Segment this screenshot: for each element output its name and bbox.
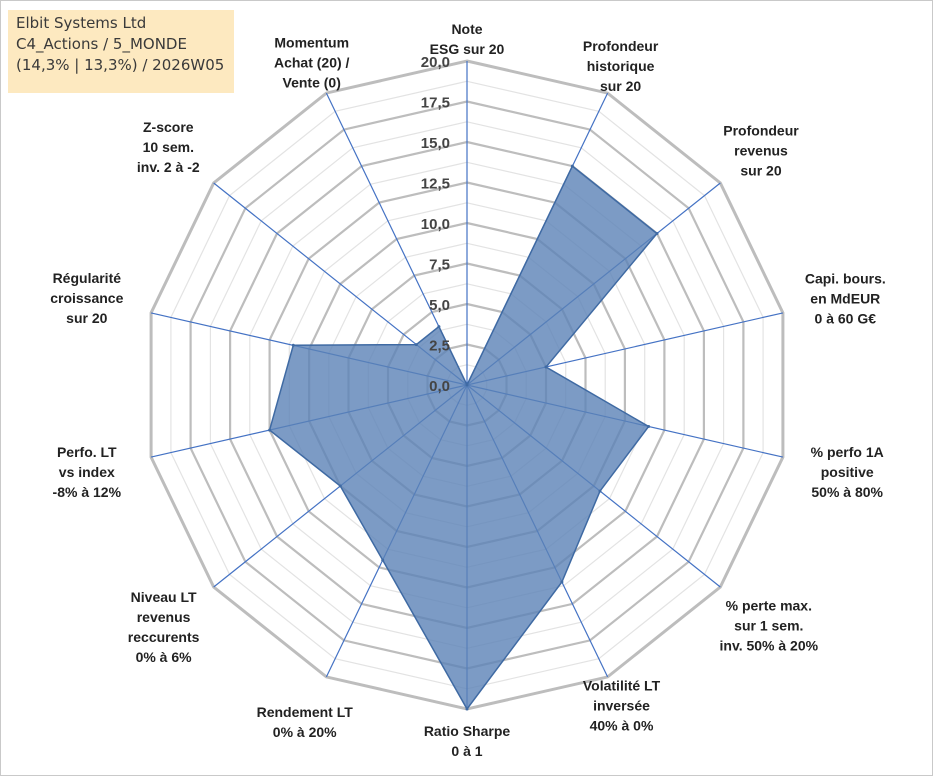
data-point-9 [338,484,342,488]
axis-label-line: Niveau LT [131,589,197,605]
title-company: Elbit Systems Ltd [16,14,147,32]
data-point-6 [560,580,564,584]
axis-label-line: 0% à 6% [136,649,193,665]
axis-label-line: Volatilité LT [583,678,661,694]
axis-label-line: Vente (0) [283,75,341,91]
axis-label-line: sur 1 sem. [734,618,803,634]
axis-label-line: Capi. bours. [805,271,886,287]
tick-label: 17,5 [421,95,450,112]
data-point-2 [655,232,659,235]
axis-label-9: Niveau LT revenus reccurents 0% à 6% [128,589,200,665]
axis-label-line: 0 à 60 G€ [815,311,877,327]
axis-label-line: revenus [734,143,788,159]
axis-label-12: Z-score 10 sem. inv. 2 à -2 [137,119,200,175]
chart-title-box: Elbit Systems Ltd C4_Actions / 5_MONDE (… [8,10,234,93]
axis-label-5: % perte max. sur 1 sem. inv. 50% à 20% [720,598,819,654]
axis-label-6: Volatilité LT inversée 40% à 0% [583,678,661,734]
axis-label-3: Capi. bours. en MdEUR 0 à 60 G€ [805,271,886,327]
axis-label-line: en MdEUR [810,291,880,307]
axis-label-line: Note [451,21,482,37]
data-point-7 [465,707,469,711]
axis-label-line: % perte max. [726,598,812,614]
axis-label-line: vs index [59,464,115,480]
axis-label-line: inv. 2 à -2 [137,159,200,175]
axis-label-line: Rendement LT [257,704,354,720]
axis-label-line: % perfo 1A [811,444,884,460]
axis-label-0: Note ESG sur 20 [430,21,505,57]
axis-label-line: sur 20 [740,163,781,179]
data-point-0 [465,383,469,387]
data-point-3 [544,365,548,369]
data-point-12 [414,343,418,347]
data-point-5 [598,489,602,493]
axis-label-line: reccurents [128,629,200,645]
tick-label: 10,0 [421,216,450,233]
title-stats: (14,3% | 13,3%) / 2026W05 [16,56,225,74]
data-point-8 [381,558,385,562]
data-point-13 [437,325,441,329]
tick-label: 7,5 [429,257,450,274]
radar-tick-labels: 0,0 2,5 5,0 7,5 10,0 12,5 15,0 17,5 20,0 [421,54,450,395]
axis-label-line: 40% à 0% [590,718,654,734]
tick-label: 2,5 [429,338,450,355]
axis-label-7: Ratio Sharpe 0 à 1 [424,723,511,759]
axis-label-line: 10 sem. [143,139,194,155]
axis-label-line: croissance [50,290,123,306]
axis-label-line: Profondeur [583,38,659,54]
axis-label-13: Momentum Achat (20) / Vente (0) [274,35,350,91]
axis-label-2: Profondeur revenus sur 20 [723,123,799,179]
tick-label: 0,0 [429,378,450,395]
axis-label-line: revenus [137,609,191,625]
axis-label-10: Perfo. LT vs index -8% à 12% [53,444,122,500]
axis-label-line: ESG sur 20 [430,41,505,57]
radar-series [268,164,659,711]
axis-label-line: Profondeur [723,123,799,139]
axis-label-line: positive [821,464,874,480]
axis-label-1: Profondeur historique sur 20 [583,38,659,94]
tick-label: 12,5 [421,176,450,193]
axis-label-line: Perfo. LT [57,444,117,460]
tick-label: 5,0 [429,297,450,314]
data-point-1 [570,164,574,168]
data-point-10 [268,428,272,432]
axis-label-line: inversée [593,698,650,714]
axis-label-8: Rendement LT 0% à 20% [257,704,354,740]
axis-label-line: sur 20 [66,310,107,326]
axis-label-line: 50% à 80% [811,484,883,500]
tick-label: 15,0 [421,135,450,152]
axis-label-line: 0% à 20% [273,724,337,740]
axis-label-11: Régularité croissance sur 20 [50,270,123,326]
axis-label-line: sur 20 [600,78,641,94]
axis-label-line: -8% à 12% [53,484,122,500]
data-point-4 [647,425,651,428]
axis-label-line: Momentum [274,35,349,51]
axis-label-line: Régularité [53,270,122,286]
radar-axis-labels: Note ESG sur 20 Profondeur historique sur 20… [50,21,886,759]
axis-label-line: historique [587,58,655,74]
axis-label-line: 0 à 1 [451,743,482,759]
axis-label-4: % perfo 1A positive 50% à 80% [811,444,884,500]
axis-label-line: Ratio Sharpe [424,723,511,739]
data-point-11 [291,343,295,347]
axis-label-line: inv. 50% à 20% [720,638,819,654]
title-portfolio: C4_Actions / 5_MONDE [16,35,187,53]
axis-label-line: Z-score [143,119,194,135]
axis-label-line: Achat (20) / [274,55,350,71]
tick-label: 20,0 [421,54,450,71]
